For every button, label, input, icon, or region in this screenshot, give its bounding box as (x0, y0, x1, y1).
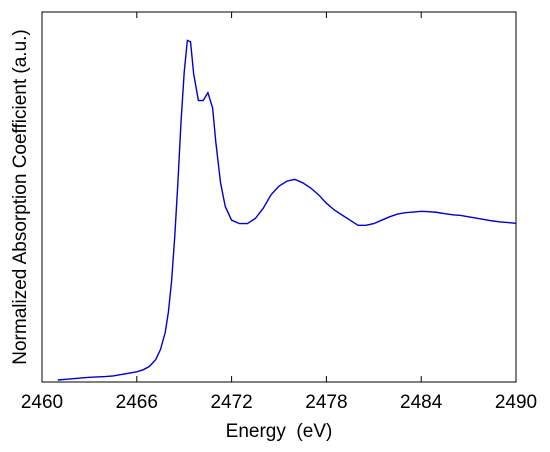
x-tick-labels: 2460 2466 2472 2478 2484 2490 (21, 392, 537, 413)
plot-area-frame (41, 11, 517, 383)
x-tick-label: 2478 (305, 392, 347, 413)
x-ticks (41, 12, 517, 382)
x-tick-label: 2490 (495, 392, 537, 413)
y-axis-title: Normalized Absorption Coefficient (a.u.) (10, 29, 31, 364)
absorption-series-line (57, 39, 517, 381)
x-axis-title: Energy (eV) (226, 421, 333, 442)
x-tick-label: 2472 (210, 392, 252, 413)
x-tick-label: 2466 (116, 392, 158, 413)
x-tick-label: 2484 (400, 392, 443, 413)
x-tick-label: 2460 (21, 392, 63, 413)
